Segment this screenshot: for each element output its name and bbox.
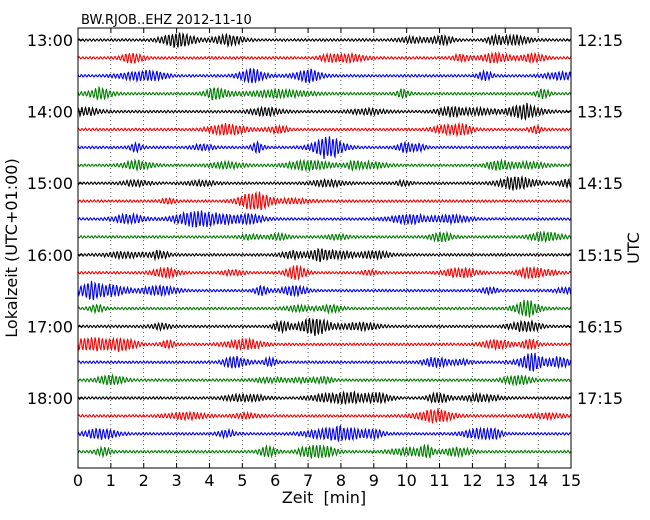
trace-11 [77, 210, 572, 228]
right-axis-ticks: 12:15 13:15 14:15 15:15 16:15 17:15 [566, 31, 623, 408]
trace-23 [77, 424, 572, 443]
trace-19 [77, 352, 572, 372]
right-tick-label: 14:15 [577, 174, 623, 193]
trace-22 [77, 408, 572, 424]
x-tick-label: 9 [369, 471, 379, 490]
x-tick-label: 8 [336, 471, 346, 490]
right-tick-label: 12:15 [577, 31, 623, 50]
x-tick-label: 4 [204, 471, 214, 490]
trace-14 [77, 264, 572, 281]
seismic-traces [77, 32, 572, 460]
x-tick-label: 12 [462, 471, 482, 490]
left-axis-ticks: 13:00 14:00 15:00 16:00 17:00 18:00 [27, 31, 83, 408]
x-tick-label: 5 [237, 471, 247, 490]
right-tick-label: 16:15 [577, 317, 623, 336]
trace-1 [77, 32, 572, 49]
x-tick-label: 10 [396, 471, 416, 490]
trace-12 [77, 230, 572, 244]
left-tick-label: 18:00 [27, 389, 73, 408]
trace-21 [77, 390, 572, 405]
x-tick-label: 14 [528, 471, 548, 490]
left-tick-label: 15:00 [27, 174, 73, 193]
x-tick-label: 2 [139, 471, 149, 490]
y-axis-label-left: Lokalzeit (UTC+01:00) [2, 158, 21, 337]
x-tick-label: 13 [495, 471, 515, 490]
plot-frame [77, 27, 572, 469]
x-tick-label: 6 [270, 471, 280, 490]
x-tick-label: 11 [429, 471, 449, 490]
trace-5 [77, 102, 572, 121]
x-axis-ticks: 0 1 2 3 4 5 6 7 8 9 10 11 12 13 14 15 [73, 28, 581, 490]
trace-4 [77, 85, 572, 101]
x-tick-label: 1 [106, 471, 116, 490]
trace-18 [77, 336, 572, 352]
trace-20 [77, 373, 572, 387]
trace-16 [77, 299, 572, 318]
trace-10 [77, 190, 572, 211]
trace-6 [77, 121, 572, 138]
trace-9 [77, 174, 572, 191]
trace-13 [77, 248, 572, 263]
left-tick-label: 14:00 [27, 103, 73, 122]
trace-24 [77, 443, 572, 460]
x-tick-label: 15 [561, 471, 581, 490]
left-tick-label: 17:00 [27, 317, 73, 336]
trace-17 [77, 317, 572, 337]
y-axis-label-right: UTC [624, 232, 643, 264]
trace-3 [77, 67, 572, 85]
x-tick-label: 0 [73, 471, 83, 490]
x-tick-label: 3 [172, 471, 182, 490]
left-tick-label: 16:00 [27, 246, 73, 265]
x-axis-label: Zeit [min] [282, 488, 366, 507]
trace-8 [77, 158, 572, 173]
trace-15 [77, 280, 572, 301]
x-tick-label: 7 [303, 471, 313, 490]
trace-2 [77, 50, 572, 65]
left-tick-label: 13:00 [27, 31, 73, 50]
chart-title: BW.RJOB..EHZ 2012-11-10 [81, 13, 252, 28]
trace-7 [77, 136, 572, 160]
right-tick-label: 17:15 [577, 389, 623, 408]
right-tick-label: 13:15 [577, 103, 623, 122]
right-tick-label: 15:15 [577, 246, 623, 265]
grid [110, 28, 539, 468]
